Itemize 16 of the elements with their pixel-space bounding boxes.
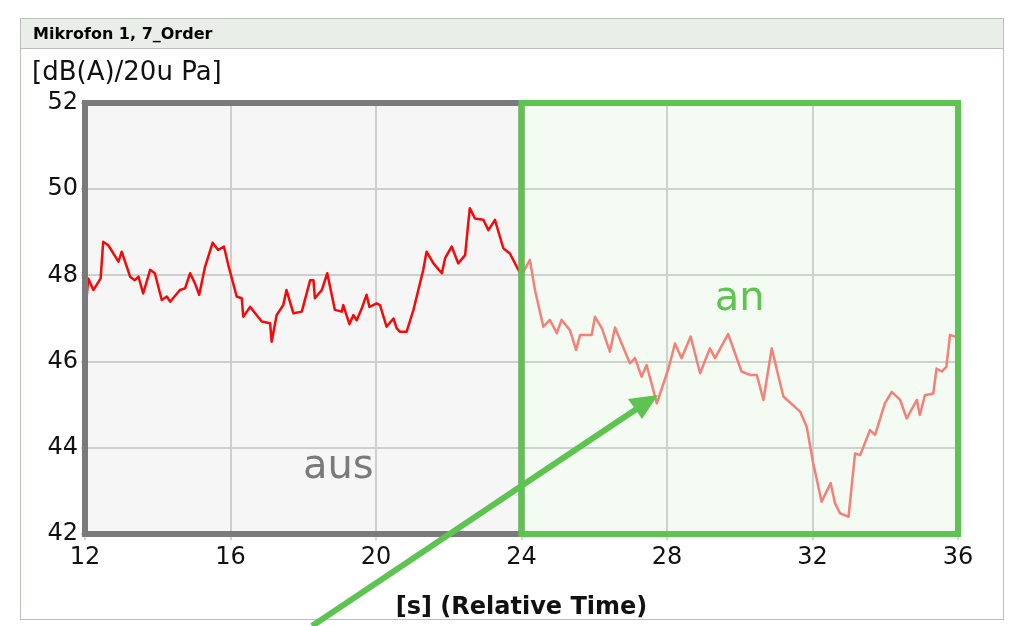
x-tick-label: 36 xyxy=(942,541,974,570)
x-tick-label: 20 xyxy=(360,541,392,570)
x-tick-label: 24 xyxy=(506,541,537,570)
chart-title: Mikrofon 1, 7_Order xyxy=(21,19,1003,49)
y-tick-label: 48 xyxy=(47,259,78,288)
y-axis-title: [dB(A)/20u Pa] xyxy=(32,56,222,86)
x-tick-label: 32 xyxy=(797,541,828,570)
x-axis-title: [s] (Relative Time) xyxy=(395,591,648,620)
y-tick-label: 50 xyxy=(47,173,78,202)
y-tick-label: 46 xyxy=(47,345,78,374)
y-tick-label: 44 xyxy=(47,432,78,461)
x-tick-label: 28 xyxy=(651,541,683,570)
band-label: an xyxy=(714,272,765,319)
y-tick-label: 52 xyxy=(47,87,78,116)
x-tick-label: 16 xyxy=(215,541,246,570)
band-label: aus xyxy=(302,440,374,487)
